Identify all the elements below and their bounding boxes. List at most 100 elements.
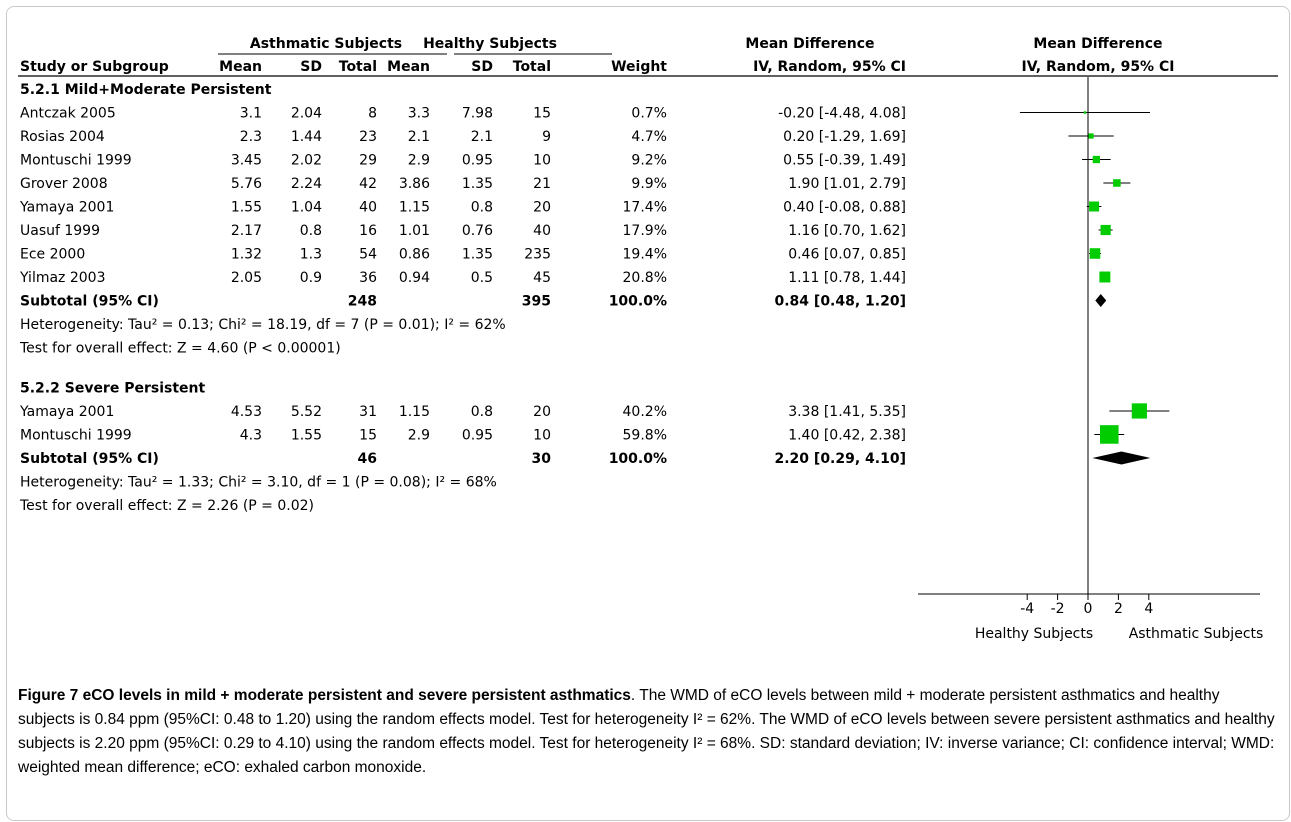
study-ci: 0.40 [-0.08, 0.88] bbox=[783, 200, 906, 216]
heterogeneity-text: Heterogeneity: Tau² = 0.13; Chi² = 18.19… bbox=[20, 317, 506, 333]
subtotal-weight: 100.0% bbox=[609, 294, 667, 310]
study-ci: 1.16 [0.70, 1.62] bbox=[788, 223, 906, 239]
x-tick-label: -2 bbox=[1051, 601, 1065, 617]
col-asthmatic-total: Total bbox=[339, 59, 377, 75]
study-name: Yilmaz 2003 bbox=[19, 270, 105, 286]
subtotal-weight: 100.0% bbox=[609, 451, 667, 467]
study-weight: 40.2% bbox=[623, 404, 667, 420]
asthmatic-total: 31 bbox=[359, 404, 377, 420]
asthmatic-total: 36 bbox=[359, 270, 377, 286]
study-ci: 0.55 [-0.39, 1.49] bbox=[783, 153, 906, 169]
col-ci: IV, Random, 95% CI bbox=[753, 59, 906, 75]
study-marker bbox=[1113, 179, 1121, 187]
col-weight: Weight bbox=[611, 59, 667, 75]
asthmatic-total: 40 bbox=[359, 200, 377, 216]
healthy-sd: 0.95 bbox=[462, 153, 493, 169]
summary-diamond bbox=[1092, 451, 1151, 465]
study-weight: 9.9% bbox=[631, 176, 667, 192]
study-ci: 1.11 [0.78, 1.44] bbox=[788, 270, 906, 286]
study-marker bbox=[1083, 111, 1087, 114]
asthmatic-total: 29 bbox=[359, 153, 377, 169]
study-weight: 59.8% bbox=[623, 427, 667, 443]
asthmatic-mean: 4.53 bbox=[231, 404, 262, 420]
forest-plot-panel: -4 -2 0 2 4 Healthy Subjects Asthmatic Subject… bbox=[918, 77, 1263, 642]
study-name: Grover 2008 bbox=[20, 176, 108, 192]
asthmatic-mean: 1.32 bbox=[231, 247, 262, 263]
header-mean-difference-plot: Mean Difference bbox=[1033, 36, 1162, 52]
study-name: Antczak 2005 bbox=[20, 106, 116, 122]
x-tick-label: 0 bbox=[1084, 601, 1093, 617]
col-asthmatic-mean: Mean bbox=[219, 59, 262, 75]
healthy-sd: 7.98 bbox=[462, 106, 493, 122]
study-weight: 9.2% bbox=[631, 153, 667, 169]
study-name: Ece 2000 bbox=[20, 247, 85, 263]
axis-label-asthmatic: Asthmatic Subjects bbox=[1129, 626, 1264, 642]
x-tick-label: 4 bbox=[1144, 601, 1153, 617]
col-plot-ci: IV, Random, 95% CI bbox=[1022, 59, 1175, 75]
study-weight: 17.9% bbox=[623, 223, 667, 239]
asthmatic-sd: 5.52 bbox=[291, 404, 322, 420]
study-marker bbox=[1092, 155, 1100, 164]
study-name: Uasuf 1999 bbox=[20, 223, 100, 239]
study-name: Yamaya 2001 bbox=[19, 404, 114, 420]
subtotal-label: Subtotal (95% CI) bbox=[20, 451, 159, 467]
study-weight: 19.4% bbox=[623, 247, 667, 263]
healthy-mean: 2.1 bbox=[408, 129, 430, 145]
subtotal-asthmatic-total: 46 bbox=[358, 451, 377, 467]
heterogeneity-text: Heterogeneity: Tau² = 1.33; Chi² = 3.10,… bbox=[20, 474, 497, 490]
asthmatic-sd: 2.24 bbox=[291, 176, 322, 192]
healthy-sd: 0.5 bbox=[471, 270, 493, 286]
healthy-total: 10 bbox=[533, 427, 551, 443]
x-tick-label: -4 bbox=[1020, 601, 1034, 617]
study-marker bbox=[1100, 425, 1119, 444]
col-study: Study or Subgroup bbox=[20, 59, 169, 75]
asthmatic-sd: 1.3 bbox=[300, 247, 322, 263]
asthmatic-total: 15 bbox=[359, 427, 377, 443]
healthy-sd: 0.8 bbox=[471, 200, 493, 216]
asthmatic-mean: 5.76 bbox=[231, 176, 262, 192]
asthmatic-sd: 1.44 bbox=[291, 129, 322, 145]
asthmatic-mean: 1.55 bbox=[231, 200, 262, 216]
study-ci: 0.46 [0.07, 0.85] bbox=[788, 247, 906, 263]
subgroup-title: 5.2.2 Severe Persistent bbox=[20, 380, 205, 396]
forest-table: Asthmatic Subjects Healthy Subjects Mean D… bbox=[18, 36, 1278, 514]
study-marker bbox=[1089, 248, 1101, 259]
healthy-total: 10 bbox=[533, 153, 551, 169]
healthy-sd: 1.35 bbox=[462, 247, 493, 263]
figure-caption: Figure 7 eCO levels in mild + moderate p… bbox=[18, 684, 1280, 780]
forest-plot: Asthmatic Subjects Healthy Subjects Mean D… bbox=[18, 36, 1278, 642]
axis-label-healthy: Healthy Subjects bbox=[975, 626, 1093, 642]
caption-text: . The WMD of eCO levels between mild + m… bbox=[18, 687, 1275, 776]
asthmatic-sd: 1.55 bbox=[291, 427, 322, 443]
study-weight: 0.7% bbox=[631, 106, 667, 122]
asthmatic-mean: 2.17 bbox=[231, 223, 262, 239]
study-name: Rosias 2004 bbox=[20, 129, 105, 145]
summary-diamond bbox=[1095, 294, 1107, 307]
study-name: Yamaya 2001 bbox=[19, 200, 114, 216]
study-ci: -0.20 [-4.48, 4.08] bbox=[778, 106, 906, 122]
asthmatic-sd: 2.04 bbox=[291, 106, 322, 122]
subgroup-title: 5.2.1 Mild+Moderate Persistent bbox=[20, 82, 272, 98]
study-marker bbox=[1099, 271, 1111, 283]
healthy-mean: 3.86 bbox=[399, 176, 430, 192]
healthy-sd: 2.1 bbox=[471, 129, 493, 145]
healthy-sd: 1.35 bbox=[462, 176, 493, 192]
subtotal-ci: 2.20 [0.29, 4.10] bbox=[775, 451, 907, 467]
healthy-mean: 1.15 bbox=[399, 404, 430, 420]
subtotal-label: Subtotal (95% CI) bbox=[20, 294, 159, 310]
healthy-total: 235 bbox=[524, 247, 551, 263]
healthy-mean: 3.3 bbox=[408, 106, 430, 122]
healthy-total: 21 bbox=[533, 176, 551, 192]
healthy-mean: 2.9 bbox=[408, 153, 430, 169]
study-ci: 3.38 [1.41, 5.35] bbox=[788, 404, 906, 420]
overall-effect-text: Test for overall effect: Z = 2.26 (P = 0… bbox=[19, 498, 314, 514]
col-healthy-total: Total bbox=[513, 59, 551, 75]
asthmatic-mean: 3.45 bbox=[231, 153, 262, 169]
subtotal-asthmatic-total: 248 bbox=[348, 294, 377, 310]
healthy-sd: 0.95 bbox=[462, 427, 493, 443]
subtotal-healthy-total: 30 bbox=[532, 451, 552, 467]
asthmatic-sd: 1.04 bbox=[291, 200, 322, 216]
asthmatic-total: 42 bbox=[359, 176, 377, 192]
col-healthy-sd: SD bbox=[471, 59, 493, 75]
asthmatic-mean: 3.1 bbox=[240, 106, 262, 122]
